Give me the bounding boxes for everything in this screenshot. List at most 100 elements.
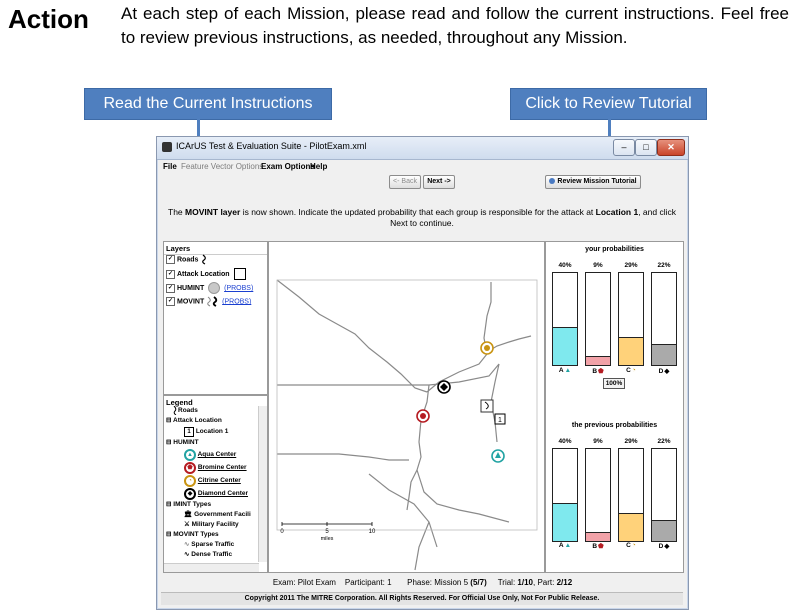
previous_groups-bar-fill-c — [619, 513, 643, 541]
previous_groups-bar-c — [618, 448, 644, 542]
collapse-icon[interactable]: ⊟ — [166, 439, 172, 446]
minimize-button[interactable]: – — [613, 139, 635, 156]
back-button[interactable]: <- Back — [389, 175, 421, 189]
legend-humint: ⊟ HUMINT — [166, 439, 199, 446]
legend-roads: Roads — [172, 405, 198, 416]
collapse-icon[interactable]: ⊟ — [166, 417, 172, 424]
previous_groups-bar-fill-b — [586, 532, 610, 541]
humint-icon — [208, 282, 221, 294]
government-facility-icon: 🏛 — [184, 511, 193, 518]
citrine-center-marker[interactable] — [480, 341, 494, 355]
next-button[interactable]: Next -> — [423, 175, 455, 189]
previous_groups-percent-d: 22% — [657, 438, 671, 445]
instruction-location: Location 1 — [595, 207, 639, 217]
legend-horizontal-scrollbar[interactable] — [164, 563, 259, 572]
checkbox-movint[interactable]: ✓ — [166, 297, 175, 306]
previous_groups-bar-b — [585, 448, 611, 542]
previous_groups-label-a: A▲ — [558, 542, 572, 549]
location-1-icon: 1 — [184, 427, 194, 437]
group-a-icon: ▲ — [564, 367, 572, 374]
scale-label-10: 10 — [369, 529, 376, 535]
instruction-text: The MOVINT layer is now shown. Indicate … — [161, 207, 683, 229]
scale-label-5: 5 — [325, 529, 329, 535]
callout-review-tutorial: Click to Review Tutorial — [510, 88, 707, 120]
title-bar[interactable]: ICArUS Test & Evaluation Suite - PilotEx… — [157, 137, 688, 160]
probability-total: 100% — [603, 378, 625, 389]
groups-percent-d: 22% — [657, 262, 671, 269]
menu-bar: File Feature Vector Options Exam Options… — [157, 161, 688, 173]
layer-movint[interactable]: ✓ MOVINT (PROBS) — [166, 296, 251, 308]
legend-vertical-scrollbar[interactable] — [258, 406, 267, 562]
collapse-icon[interactable]: ⊟ — [166, 531, 172, 538]
close-button[interactable]: ✕ — [657, 139, 685, 156]
layer-attack-location[interactable]: ✓ Attack Location — [166, 268, 247, 280]
legend-military-facility: ⚔ Military Facility — [184, 521, 239, 528]
collapse-icon[interactable]: ⊟ — [166, 501, 172, 508]
road-icon — [202, 254, 207, 265]
scale-unit: miles — [321, 536, 334, 542]
attack-location-number: 1 — [498, 417, 502, 424]
status-trial: Trial: — [497, 578, 516, 587]
layer-humint[interactable]: ✓ HUMINT (PROBS) — [166, 282, 253, 294]
groups-bar-c[interactable] — [618, 272, 644, 366]
layer-roads[interactable]: ✓ Roads — [166, 254, 208, 266]
legend-dense-traffic: ∿ Dense Traffic — [184, 551, 233, 558]
movint-probs-link[interactable]: (PROBS) — [222, 298, 252, 306]
previous_groups-bar-fill-d — [652, 520, 676, 541]
layer-label: Roads — [177, 256, 199, 264]
diamond-center-marker[interactable] — [437, 380, 451, 394]
attack-location-marker[interactable] — [494, 413, 506, 425]
previous-probabilities-title: the previous probabilities — [571, 422, 658, 429]
layers-title: Layers — [164, 242, 267, 255]
copyright-footer: Copyright 2011 The MITRE Corporation. Al… — [161, 592, 683, 605]
checkbox-attack-location[interactable]: ✓ — [166, 269, 175, 279]
status-trial-value: 1/10 — [517, 578, 533, 587]
menu-file[interactable]: File — [163, 162, 177, 171]
groups-bar-fill-b — [586, 356, 610, 365]
groups-bar-fill-d — [652, 344, 676, 365]
app-window: ICArUS Test & Evaluation Suite - PilotEx… — [156, 136, 689, 610]
attack-location-icon — [234, 268, 247, 280]
groups-bar-d[interactable] — [651, 272, 677, 366]
legend-government-facility: 🏛 Government Facili — [184, 511, 251, 518]
checkbox-humint[interactable]: ✓ — [166, 283, 175, 293]
groups-label-a: A▲ — [558, 367, 572, 374]
menu-feature-vector-options[interactable]: Feature Vector Options — [181, 162, 264, 171]
layers-panel: Layers ✓ Roads ✓ Attack Location ✓ HUMINT (… — [163, 241, 268, 395]
military-facility-icon: ⚔ — [184, 521, 190, 528]
action-heading: Action — [8, 4, 89, 34]
menu-help[interactable]: Help — [310, 162, 328, 171]
previous_groups-bar-d — [651, 448, 677, 542]
menu-exam-options[interactable]: Exam Options — [261, 162, 315, 171]
legend-panel: Legend Roads ⊟ Attack Location 1 Locatio… — [163, 395, 268, 573]
map-canvas[interactable]: 1 0 5 10 miles — [269, 242, 544, 572]
groups-percent-a: 40% — [558, 262, 572, 269]
review-tutorial-label: Review Mission Tutorial — [557, 178, 637, 185]
legend-attack-location: ⊟ Attack Location — [166, 417, 222, 424]
groups-bar-b[interactable] — [585, 272, 611, 366]
previous_groups-percent-c: 29% — [624, 438, 638, 445]
previous_groups-label-d: D◆ — [658, 543, 670, 550]
bromine-center-icon: ⬟ — [184, 462, 196, 474]
aqua-center-marker[interactable] — [491, 449, 505, 463]
humint-probs-link[interactable]: (PROBS) — [224, 284, 254, 292]
toolbar: <- Back Next -> Review Mission Tutorial — [157, 175, 688, 191]
status-phase: Phase: Mission 5 — [407, 578, 469, 587]
groups-bar-a[interactable] — [552, 272, 578, 366]
legend-title: Legend — [166, 398, 193, 407]
groups-label-b: B⬟ — [592, 368, 604, 375]
maximize-button[interactable]: □ — [635, 139, 657, 156]
citrine-center-icon: ◔ — [184, 475, 196, 487]
intro-text: At each step of each Mission, please rea… — [121, 4, 789, 47]
instruction-suffix: , and click Next to continue. — [390, 207, 676, 228]
status-participant: Participant: 1 — [344, 578, 392, 587]
map-area[interactable]: 1 0 5 10 miles — [268, 241, 545, 573]
movint-track-marker[interactable] — [480, 399, 494, 413]
review-tutorial-button[interactable]: Review Mission Tutorial — [545, 175, 641, 189]
bromine-center-marker[interactable] — [416, 409, 430, 423]
layer-label: Attack Location — [177, 270, 230, 278]
checkbox-roads[interactable]: ✓ — [166, 255, 175, 264]
layer-label: MOVINT — [177, 298, 205, 306]
groups-percent-c: 29% — [624, 262, 638, 269]
tutorial-icon — [549, 178, 556, 185]
